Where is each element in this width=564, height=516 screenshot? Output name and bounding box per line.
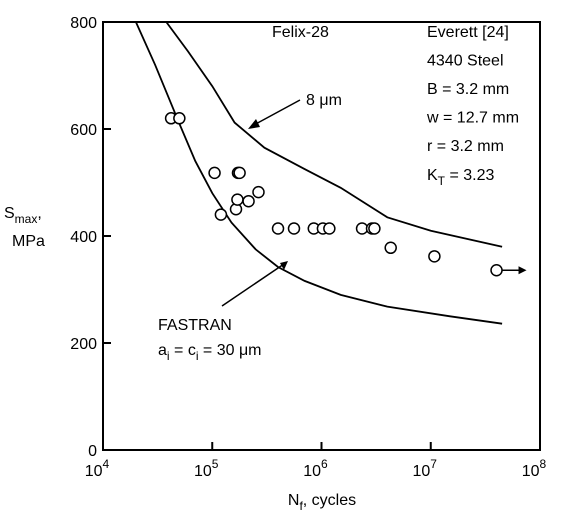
data-point bbox=[490, 263, 503, 277]
y-tick-label: 400 bbox=[70, 229, 97, 246]
source-annotation: Everett [24] 4340 Steel B = 3.2 mm w = 12.7… bbox=[426, 24, 519, 155]
curve-8um bbox=[165, 21, 503, 248]
x-tick-label: 108 bbox=[522, 457, 547, 480]
kt-label: KT = 3.23 bbox=[427, 167, 494, 188]
data-point bbox=[214, 208, 228, 221]
data-point bbox=[323, 222, 336, 235]
data-point bbox=[252, 185, 265, 199]
arrow-8um-line bbox=[251, 99, 301, 127]
arrow-8um-head bbox=[248, 119, 260, 129]
material-label: Felix-28 bbox=[272, 24, 329, 41]
y-tick-label: 0 bbox=[88, 443, 97, 460]
x-axis-title: Nf, cycles bbox=[288, 492, 356, 513]
data-point bbox=[173, 112, 186, 125]
data-point bbox=[271, 222, 285, 235]
y-tick-label: 800 bbox=[70, 15, 97, 32]
source-annotation-line: w = 12.7 mm bbox=[426, 110, 519, 127]
x-tick-label: 106 bbox=[303, 457, 328, 480]
x-tick-label: 105 bbox=[194, 457, 219, 480]
source-annotation-line: 4340 Steel bbox=[427, 53, 504, 70]
label-fastran-ai: ai = ci = 30 μm bbox=[158, 342, 262, 363]
y-tick-label: 200 bbox=[70, 336, 97, 353]
data-point bbox=[233, 166, 246, 180]
y-tick-label: 600 bbox=[70, 122, 97, 139]
y-axis-title-line1: Smax, bbox=[4, 205, 42, 226]
runout-arrow-head bbox=[518, 266, 527, 275]
label-fastran: FASTRAN bbox=[158, 317, 232, 334]
label-8um: 8 μm bbox=[306, 92, 342, 109]
data-point bbox=[384, 241, 397, 255]
x-tick-label: 107 bbox=[413, 457, 438, 480]
source-annotation-line: r = 3.2 mm bbox=[427, 138, 504, 155]
source-annotation-line: B = 3.2 mm bbox=[427, 81, 509, 98]
data-point bbox=[208, 166, 221, 180]
x-axis: 104 105 106 107 108 bbox=[85, 442, 547, 480]
arrow-fastran-head bbox=[280, 261, 288, 270]
data-point bbox=[428, 250, 441, 263]
y-axis-title-line2: MPa bbox=[12, 233, 45, 250]
data-points bbox=[164, 112, 527, 277]
y-axis: 0 200 400 600 800 bbox=[70, 15, 111, 460]
arrow-fastran-line bbox=[221, 263, 285, 307]
data-point bbox=[242, 194, 255, 208]
data-point bbox=[231, 193, 244, 206]
data-point bbox=[287, 222, 301, 235]
x-tick-label: 104 bbox=[85, 457, 110, 480]
data-point bbox=[368, 222, 381, 235]
source-annotation-line: Everett [24] bbox=[427, 24, 509, 41]
